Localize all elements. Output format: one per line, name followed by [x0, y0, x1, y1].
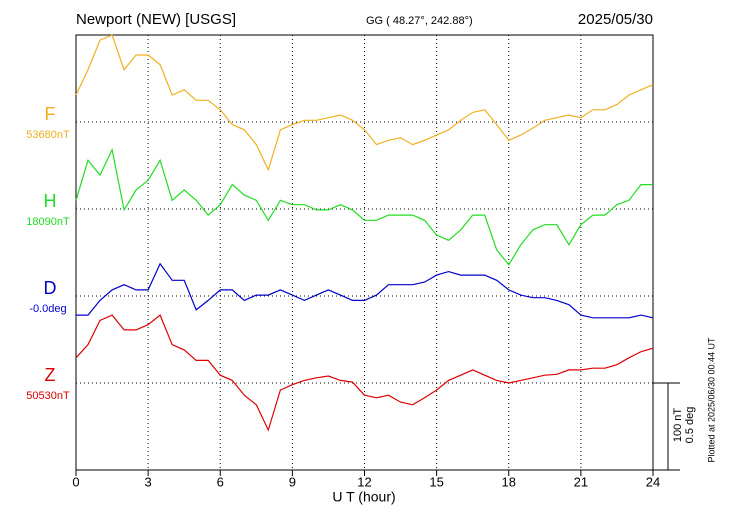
scale-bar — [653, 382, 680, 471]
scale-label: 0.5 deg — [684, 407, 696, 444]
plot-frame — [75, 34, 654, 471]
series-name: Z — [45, 365, 56, 385]
series-line — [75, 34, 654, 172]
x-tick-label: 0 — [72, 474, 79, 489]
chart-subtitle: GG ( 48.27°, 242.88°) — [366, 15, 473, 27]
series-line — [75, 314, 654, 432]
chart-date: 2025/05/30 — [578, 11, 653, 28]
series-name: H — [44, 191, 57, 211]
x-tick-label: 9 — [289, 474, 296, 489]
x-tick-label: 24 — [646, 474, 660, 489]
series-name: D — [44, 278, 57, 298]
series-baseline: -0.0deg — [29, 303, 66, 315]
x-axis-label: U T (hour) — [332, 489, 395, 505]
x-tick-label: 18 — [502, 474, 516, 489]
x-tick-label: 21 — [574, 474, 588, 489]
x-tick-label: 3 — [145, 474, 152, 489]
series-baseline: 53680nT — [26, 129, 70, 141]
series-line — [76, 262, 654, 319]
scale-label: 100 nT — [672, 408, 684, 443]
chart-title: Newport (NEW) [USGS] — [76, 11, 236, 28]
x-tick-label: 12 — [357, 474, 371, 489]
footnote: Plotted at 2025/06/30 00:44 UT — [706, 337, 716, 463]
series-line — [75, 147, 653, 266]
series-name: F — [45, 104, 56, 124]
x-tick-label: 6 — [217, 474, 224, 489]
series-baseline: 50530nT — [26, 390, 70, 402]
x-tick-label: 15 — [429, 474, 443, 489]
series-baseline: 18090nT — [26, 216, 70, 228]
